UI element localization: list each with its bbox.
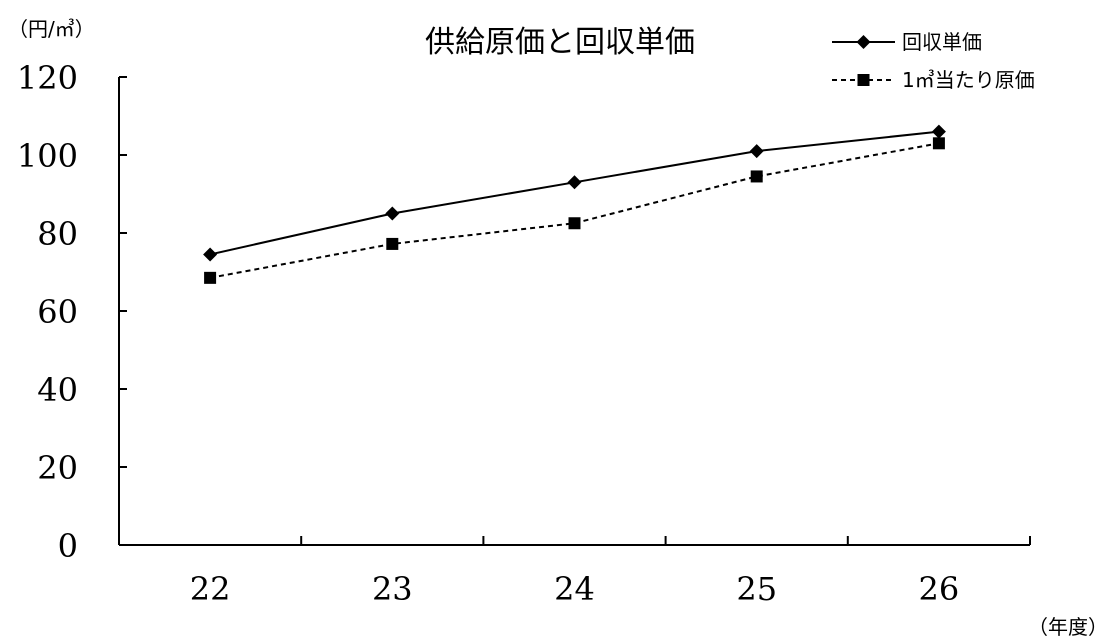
series-1-point [931,124,946,139]
series-2-point [932,137,945,150]
legend-marker-2 [857,74,870,86]
x-tick-label: 24 [554,570,595,608]
x-tick-label: 26 [919,570,960,608]
x-tick-label: 22 [190,570,231,608]
y-tick-label: 20 [37,449,78,487]
chart-title: 供給原価と回収単価 [425,25,695,60]
legend-marker-1 [856,35,871,49]
series-1-point [203,247,218,262]
y-tick-label: 120 [17,59,78,97]
series-2-point [750,170,763,183]
y-axis-unit-label: （円/㎥） [8,17,95,41]
y-tick-label: 60 [37,293,78,331]
series-1-point [749,144,764,159]
series-1-point [385,206,400,221]
legend-label-1: 回収単価 [902,30,982,54]
x-axis-unit-label: （年度） [1028,615,1108,639]
x-tick-label: 25 [736,570,777,608]
series-line-2 [209,142,940,279]
y-tick-label: 100 [17,137,78,175]
series-2-point [568,217,581,230]
series-2-point [386,237,399,250]
y-tick-label: 0 [58,527,78,565]
y-tick-label: 40 [37,371,78,409]
series-2-point [204,271,217,284]
plot-area [203,124,946,284]
series-1-point [567,175,582,190]
legend: 回収単価 1㎥当たり原価 [832,30,1035,92]
legend-label-2: 1㎥当たり原価 [902,68,1035,92]
x-tick-label: 23 [372,570,413,608]
series-line-1 [209,130,940,256]
axes: 0 20 40 60 80 100 120 22 23 24 25 26 [17,59,1031,608]
y-tick-label: 80 [37,215,78,253]
